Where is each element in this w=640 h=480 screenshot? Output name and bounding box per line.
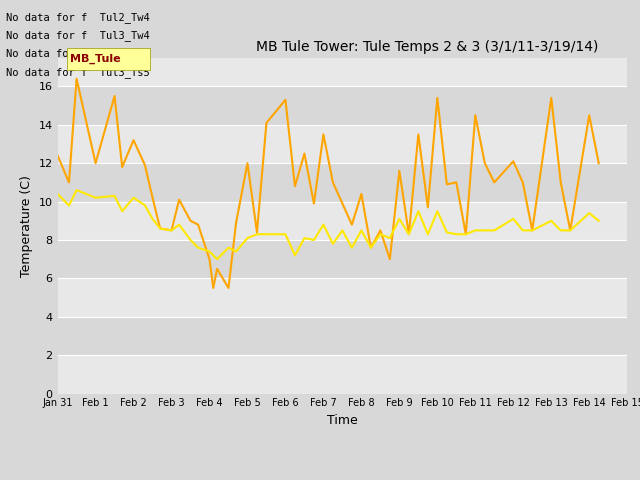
Text: No data for f  Tul3_Tw4: No data for f Tul3_Tw4 (6, 30, 150, 41)
Text: MB_Tule: MB_Tule (70, 54, 121, 64)
Tul2_Ts-2 (386, 256, 394, 262)
Tul2_Ts-2 (376, 228, 384, 233)
Line: Tul2_Ts-2: Tul2_Ts-2 (58, 79, 599, 288)
Text: No data for f  Tul3_Ts5: No data for f Tul3_Ts5 (6, 67, 150, 78)
Bar (58, 86, 627, 125)
Bar (58, 163, 627, 202)
Tul2_Ts-8 (118, 208, 126, 214)
Tul2_Ts-8 (358, 228, 365, 233)
Bar (58, 240, 627, 278)
Tul2_Ts-2 (405, 231, 413, 237)
Y-axis label: Temperature (C): Temperature (C) (20, 175, 33, 276)
Tul2_Ts-2 (213, 266, 221, 272)
Text: MB Tule Tower: Tule Temps 2 & 3 (3/1/11-3/19/14): MB Tule Tower: Tule Temps 2 & 3 (3/1/11-… (257, 40, 599, 54)
Bar (58, 278, 627, 317)
Bar (58, 202, 627, 240)
Tul2_Ts-8 (262, 231, 270, 237)
X-axis label: Time: Time (327, 414, 358, 427)
Tul2_Ts-2 (73, 76, 81, 82)
Line: Tul2_Ts-8: Tul2_Ts-8 (58, 190, 599, 259)
Tul2_Ts-2 (472, 112, 479, 118)
Tul2_Ts-8 (396, 216, 403, 222)
Tul2_Ts-2 (415, 132, 422, 137)
Legend: Tul2_Ts-2, Tul2_Ts-8: Tul2_Ts-2, Tul2_Ts-8 (234, 474, 451, 480)
Tul2_Ts-8 (73, 187, 81, 193)
Tul2_Ts-8 (54, 191, 61, 197)
Tul2_Ts-8 (213, 256, 221, 262)
Tul2_Ts-2 (595, 160, 603, 166)
Bar (58, 317, 627, 355)
Tul2_Ts-8 (329, 241, 337, 247)
Text: No data for f  Tul3_Ts2: No data for f Tul3_Ts2 (6, 48, 150, 60)
Bar (58, 125, 627, 163)
Tul2_Ts-2 (54, 153, 61, 158)
Tul2_Ts-8 (595, 218, 603, 224)
Tul2_Ts-2 (209, 285, 217, 291)
Bar (58, 355, 627, 394)
Tul2_Ts-8 (415, 208, 422, 214)
Text: No data for f  Tul2_Tw4: No data for f Tul2_Tw4 (6, 12, 150, 23)
